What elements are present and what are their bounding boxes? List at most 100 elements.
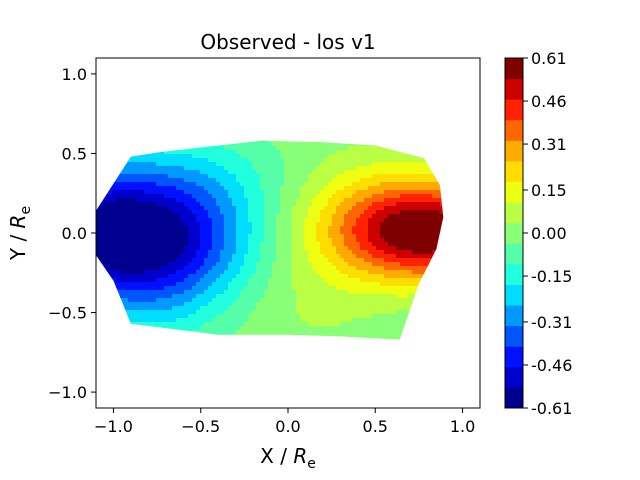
contour-cell bbox=[296, 258, 301, 263]
contour-cell bbox=[156, 278, 161, 283]
contour-cell bbox=[248, 170, 253, 175]
contour-cell bbox=[256, 334, 261, 339]
contour-cell bbox=[392, 246, 397, 251]
contour-cell bbox=[392, 290, 397, 295]
contour-cell bbox=[296, 278, 301, 283]
contour-cell bbox=[276, 202, 281, 207]
contour-cell bbox=[368, 246, 373, 251]
contour-cell bbox=[140, 290, 145, 295]
contour-cell bbox=[236, 274, 241, 279]
contour-cell bbox=[316, 158, 321, 163]
contour-cell bbox=[172, 318, 177, 323]
contour-cell bbox=[160, 218, 165, 223]
contour-cell bbox=[212, 222, 217, 227]
contour-cell bbox=[176, 318, 181, 323]
contour-cell bbox=[240, 154, 245, 159]
contour-cell bbox=[352, 214, 357, 219]
contour-cell bbox=[420, 310, 425, 315]
contour-cell bbox=[180, 302, 185, 307]
contour-cell bbox=[372, 222, 377, 227]
contour-cell bbox=[252, 302, 257, 307]
contour-cell bbox=[220, 286, 225, 291]
contour-cell bbox=[204, 230, 209, 235]
contour-cell bbox=[212, 294, 217, 299]
contour-cell bbox=[384, 210, 389, 215]
contour-cell bbox=[244, 246, 249, 251]
contour-cell bbox=[260, 210, 265, 215]
contour-cell bbox=[296, 222, 301, 227]
contour-cell bbox=[308, 330, 313, 335]
contour-cell bbox=[104, 246, 109, 251]
contour-cell bbox=[280, 170, 285, 175]
contour-cell bbox=[112, 166, 117, 171]
contour-cell bbox=[436, 226, 441, 231]
contour-cell bbox=[420, 146, 425, 151]
contour-cell bbox=[260, 314, 265, 319]
contour-cell bbox=[432, 150, 437, 155]
contour-cell bbox=[284, 310, 289, 315]
contour-cell bbox=[180, 202, 185, 207]
contour-cell bbox=[184, 242, 189, 247]
contour-cell bbox=[432, 198, 437, 203]
contour-cell bbox=[308, 150, 313, 155]
contour-cell bbox=[388, 246, 393, 251]
contour-cell bbox=[240, 258, 245, 263]
contour-cell bbox=[260, 178, 265, 183]
contour-cell bbox=[152, 166, 157, 171]
contour-cell bbox=[196, 222, 201, 227]
contour-cell bbox=[252, 210, 257, 215]
contour-cell bbox=[112, 246, 117, 251]
contour-cell bbox=[184, 146, 189, 151]
contour-cell bbox=[320, 298, 325, 303]
contour-cell bbox=[420, 290, 425, 295]
contour-cell bbox=[380, 294, 385, 299]
contour-cell bbox=[220, 186, 225, 191]
contour-cell bbox=[336, 154, 341, 159]
colorbar-level bbox=[505, 305, 523, 327]
contour-cell bbox=[164, 326, 169, 331]
contour-cell bbox=[344, 310, 349, 315]
contour-cell bbox=[412, 338, 417, 340]
contour-cell bbox=[444, 302, 449, 307]
contour-cell bbox=[420, 334, 425, 339]
contour-cell bbox=[276, 210, 281, 215]
contour-cell bbox=[188, 154, 193, 159]
contour-cell bbox=[188, 322, 193, 327]
contour-cell bbox=[148, 338, 153, 340]
contour-cell bbox=[332, 230, 337, 235]
contour-cell bbox=[328, 318, 333, 323]
contour-cell bbox=[360, 170, 365, 175]
contour-cell bbox=[112, 294, 117, 299]
contour-cell bbox=[412, 206, 417, 211]
contour-cell bbox=[116, 342, 121, 347]
contour-cell bbox=[408, 254, 413, 259]
contour-cell bbox=[292, 250, 297, 255]
contour-cell bbox=[208, 238, 213, 243]
contour-cell bbox=[236, 210, 241, 215]
contour-cell bbox=[276, 206, 281, 211]
contour-cell bbox=[252, 310, 257, 315]
contour-cell bbox=[416, 226, 421, 231]
contour-cell bbox=[436, 146, 441, 151]
contour-cell bbox=[152, 342, 157, 347]
contour-cell bbox=[360, 306, 365, 311]
contour-cell bbox=[180, 158, 185, 163]
contour-cell bbox=[288, 330, 293, 335]
contour-cell bbox=[424, 182, 429, 187]
contour-cell bbox=[252, 154, 257, 159]
contour-cell bbox=[384, 198, 389, 203]
contour-cell bbox=[372, 226, 377, 231]
contour-cell bbox=[228, 210, 233, 215]
contour-cell bbox=[324, 266, 329, 271]
contour-cell bbox=[356, 174, 361, 179]
contour-cell bbox=[300, 218, 305, 223]
contour-cell bbox=[160, 158, 165, 163]
contour-cell bbox=[364, 294, 369, 299]
contour-cell bbox=[228, 242, 233, 247]
contour-cell bbox=[416, 290, 421, 295]
contour-cell bbox=[328, 298, 333, 303]
contour-cell bbox=[248, 286, 253, 291]
contour-cell bbox=[176, 218, 181, 223]
contour-cell bbox=[180, 146, 185, 151]
contour-cell bbox=[376, 246, 381, 251]
